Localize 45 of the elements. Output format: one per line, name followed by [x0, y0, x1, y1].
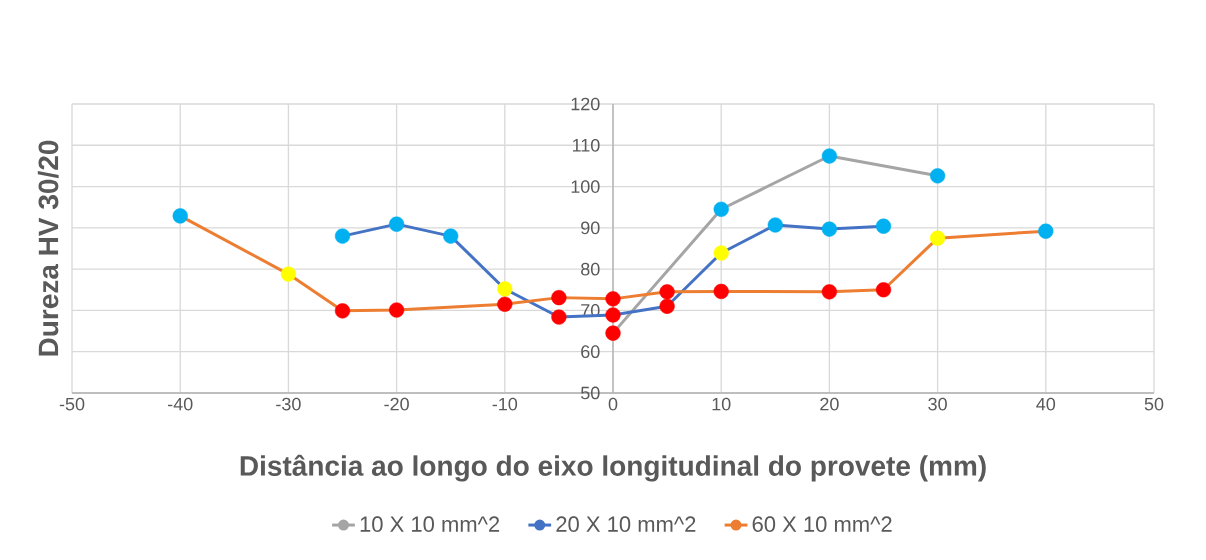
x-tick-label: -20: [384, 397, 409, 411]
legend-label: 60 X 10 mm^2: [752, 516, 892, 532]
point: [821, 148, 837, 164]
point: [821, 284, 837, 300]
point: [767, 217, 783, 233]
x-tick-label: -10: [492, 397, 518, 411]
point: [280, 266, 297, 282]
legend-label: 10 X 10 mm^2: [360, 516, 500, 532]
x-tick-label: -50: [59, 397, 85, 411]
x-tick-label: 10: [712, 397, 731, 411]
y-tick-label: 90: [581, 221, 600, 235]
y-tick-label: 100: [571, 180, 600, 193]
x-tick-label: 30: [928, 397, 947, 411]
x-tick-label: 50: [1144, 397, 1164, 411]
point: [713, 201, 729, 217]
x-axis-title: Distância ao longo do eixo longitudinal do provete (mm): [240, 454, 986, 482]
point: [389, 302, 405, 318]
x-tick-label: 40: [1036, 397, 1056, 411]
y-tick-label: 110: [572, 138, 600, 152]
legend-label: 20 X 10 mm^2: [556, 516, 696, 532]
x-tick-label: 0: [608, 397, 618, 411]
point: [389, 216, 405, 232]
x-tick-label: -40: [168, 397, 193, 411]
point: [875, 218, 892, 234]
point: [443, 228, 459, 244]
y-tick-label: 60: [581, 345, 600, 359]
point: [334, 228, 351, 244]
point: [605, 291, 621, 307]
point: [497, 281, 513, 297]
point: [551, 290, 567, 306]
y-tick-label: 50: [580, 386, 600, 400]
point: [713, 283, 729, 300]
point: [334, 303, 351, 319]
point: [659, 284, 675, 300]
y-tick-label: 80: [581, 262, 600, 276]
point: [929, 230, 946, 246]
point: [929, 168, 946, 184]
point: [821, 221, 837, 237]
y-axis-title: Dureza HV 30/20: [37, 140, 59, 356]
x-tick-label: -30: [276, 397, 301, 411]
point: [497, 296, 513, 312]
x-tick-label: 20: [820, 397, 839, 411]
point: [875, 282, 892, 298]
point: [713, 245, 729, 261]
y-tick-label: 120: [571, 97, 600, 111]
